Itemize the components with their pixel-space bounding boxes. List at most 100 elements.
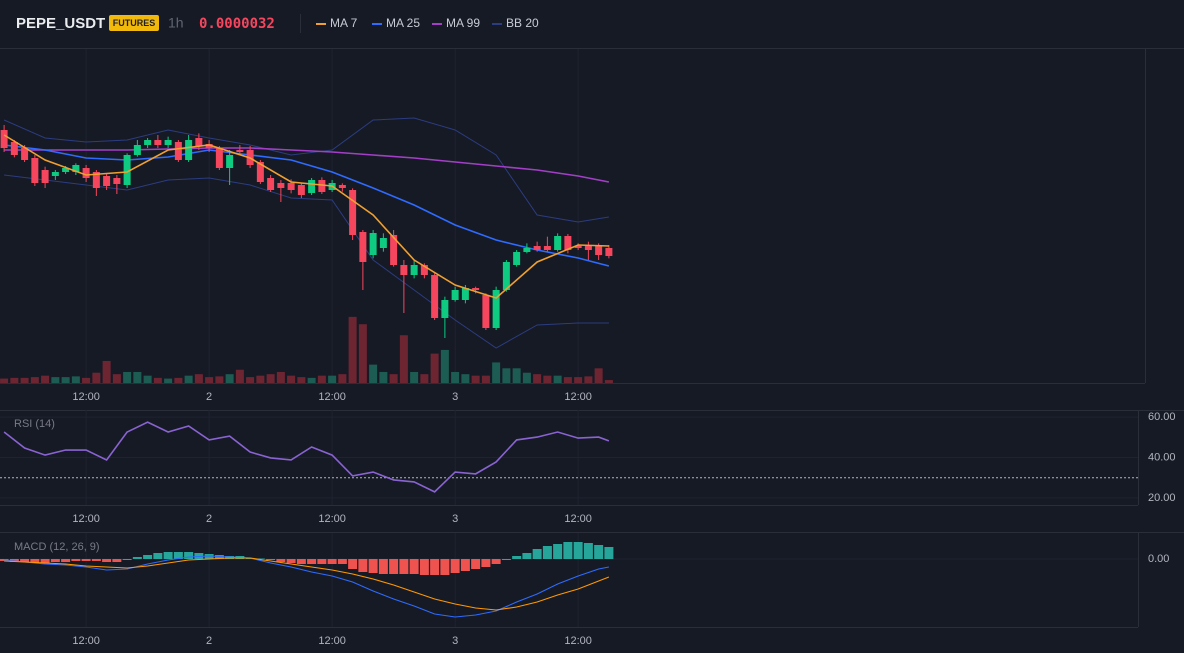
candle-body: [441, 300, 449, 318]
x-tick-label: 3: [452, 391, 458, 403]
macd-histogram-bar: [337, 559, 347, 564]
volume-bar: [30, 377, 39, 383]
candle-body: [195, 138, 203, 146]
macd-histogram-bar: [327, 559, 337, 564]
volume-bar: [10, 377, 19, 383]
macd-histogram-bar: [20, 559, 30, 562]
macd-histogram-bar: [163, 552, 173, 559]
volume-bar: [307, 377, 316, 383]
macd-histogram-bar: [153, 553, 163, 559]
macd-histogram-bar: [173, 552, 183, 559]
macd-histogram-bar: [61, 559, 71, 562]
macd-histogram-bar: [553, 544, 563, 559]
candle-body: [0, 130, 8, 148]
candle-body: [513, 252, 521, 265]
macd-histogram-bar: [409, 559, 419, 574]
volume-bar: [205, 377, 214, 383]
volume-bar: [256, 375, 265, 383]
x-tick-label: 3: [452, 635, 458, 647]
macd-histogram-bar: [112, 559, 122, 562]
macd-histogram-bar: [522, 553, 532, 559]
x-tick-label: 12:00: [564, 391, 592, 403]
x-tick-label: 12:00: [72, 391, 100, 403]
volume-bar: [61, 377, 70, 383]
candle-body: [492, 290, 500, 328]
candle-body: [92, 172, 100, 188]
x-tick-label: 12:00: [318, 391, 346, 403]
candle-body: [605, 248, 613, 256]
volume-bar: [492, 362, 501, 383]
last-price: 0.0000032: [199, 16, 275, 32]
macd-histogram-bar: [594, 545, 604, 559]
volume-bar: [533, 374, 542, 383]
volume-bar: [225, 374, 234, 383]
candle-body: [277, 183, 285, 188]
volume-bar: [481, 375, 490, 383]
macd-histogram-bar: [317, 559, 327, 564]
candle-body: [72, 165, 80, 172]
volume-bar: [522, 372, 531, 383]
macd-histogram-bar: [122, 559, 132, 560]
volume-bar: [92, 372, 101, 383]
volume-bar: [266, 374, 275, 383]
macd-histogram-bar: [419, 559, 429, 575]
candle-body: [164, 140, 172, 145]
volume-bar: [502, 368, 511, 383]
volume-bar: [20, 377, 29, 383]
volume-bar: [471, 375, 480, 383]
candle-body: [595, 245, 603, 255]
macd-histogram-bar: [307, 559, 317, 564]
candle-body: [410, 265, 418, 275]
candle-body: [533, 246, 541, 250]
volume-bar: [328, 375, 337, 383]
candle-body: [10, 142, 18, 155]
candle-body: [144, 140, 152, 145]
candle-body: [390, 235, 398, 265]
volume-bar: [379, 371, 388, 383]
candle-body: [451, 290, 459, 300]
volume-bar: [123, 371, 132, 383]
volume-bar: [584, 376, 593, 383]
candle-body: [472, 288, 480, 290]
macd-histogram-bar: [573, 542, 583, 559]
y-tick-label: 40.00: [1148, 451, 1176, 463]
interval[interactable]: 1h: [168, 15, 184, 31]
y-tick-label: 0.00: [1148, 553, 1169, 565]
legend-label: BB 20: [506, 16, 539, 30]
volume-bar: [338, 374, 347, 383]
candle-body: [379, 238, 387, 248]
candle-body: [62, 168, 70, 172]
macd-histogram-bar: [102, 559, 112, 562]
volume-bar: [51, 377, 60, 383]
x-tick-label: 2: [206, 391, 212, 403]
x-tick-label: 12:00: [72, 635, 100, 647]
volume-bar: [246, 377, 255, 383]
macd-histogram-bar: [460, 559, 470, 571]
candle-body: [205, 144, 213, 148]
volume-bar: [164, 378, 173, 383]
candle-body: [133, 145, 141, 155]
macd-histogram-bar: [389, 559, 399, 574]
volume-bar: [369, 364, 378, 383]
volume-bar: [0, 378, 9, 383]
candle-body: [564, 236, 572, 250]
volume-bar: [358, 324, 367, 383]
x-tick-label: 12:00: [564, 513, 592, 525]
macd-histogram-bar: [348, 559, 358, 569]
candle-body: [215, 148, 223, 168]
candle-body: [554, 236, 562, 250]
candle-body: [236, 150, 244, 152]
x-tick-label: 12:00: [564, 635, 592, 647]
volume-bar: [297, 377, 306, 383]
candle-body: [431, 275, 439, 318]
ma-line: [3, 134, 609, 299]
volume-bar: [420, 374, 429, 383]
ma-line: [4, 147, 610, 183]
panel-title: RSI (14): [14, 418, 55, 430]
x-tick-label: 12:00: [318, 513, 346, 525]
candle-body: [297, 185, 305, 195]
macd-histogram-bar: [50, 559, 60, 562]
volume-bar: [235, 369, 244, 383]
volume-bar: [194, 374, 203, 383]
